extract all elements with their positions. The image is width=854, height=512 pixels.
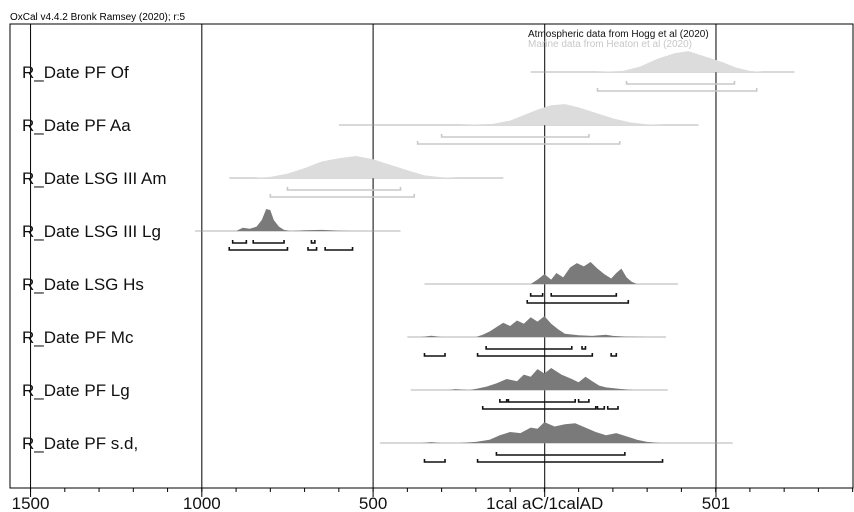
series-row-2: R_Date LSG III Am [22,156,504,198]
range-bracket-1-0-0 [440,134,590,138]
series-label-2: R_Date LSG III Am [22,169,167,188]
range-bracket-6-0-2 [577,399,590,403]
series-label-7: R_Date PF s.d, [22,434,138,453]
density-6 [410,368,668,390]
range-bracket-5-1-0 [423,353,446,357]
range-bracket-6-1-0 [481,406,597,410]
density-3 [195,209,401,231]
density-0 [530,51,795,72]
range-bracket-2-1-0 [269,194,416,198]
x-tick-label-3: 1cal aC/1calAD [486,494,603,512]
range-bracket-5-0-0 [485,346,573,350]
range-bracket-2-0-0 [286,187,402,191]
plot-frame [9,23,854,489]
x-tick-label-1: 1000 [183,494,221,512]
density-1 [338,104,699,125]
range-bracket-0-0-0 [625,81,736,85]
density-4 [424,262,678,284]
oxcal-header: OxCal v4.4.2 Bronk Ramsey (2020); r:5 [10,12,186,23]
x-tick-label-4: 501 [702,494,730,512]
series-row-7: R_Date PF s.d, [22,422,733,463]
series-row-5: R_Date PF Mc [22,316,666,357]
range-bracket-3-0-1 [252,240,285,244]
range-bracket-3-1-0 [228,247,289,251]
density-7 [379,422,733,443]
x-tick-label-2: 500 [359,494,387,512]
range-bracket-4-1-0 [526,300,630,304]
legend-marine: Marine data from Heaton et al (2020) [528,39,692,50]
range-bracket-7-1-0 [423,459,446,463]
range-bracket-0-1-0 [596,88,758,92]
density-5 [407,316,666,337]
range-bracket-7-0-0 [495,452,626,456]
range-bracket-4-0-0 [529,293,544,297]
series-row-1: R_Date PF Aa [22,104,699,145]
range-bracket-3-0-2 [310,240,316,244]
range-bracket-6-0-1 [507,399,576,403]
series-group: R_Date PF Of R_Date PF Aa R_Date LSG III A… [22,51,795,463]
series-label-0: R_Date PF Of [22,63,129,82]
range-bracket-6-1-2 [606,406,619,410]
range-bracket-7-1-1 [476,459,664,463]
range-bracket-3-1-1 [307,247,318,251]
series-label-3: R_Date LSG III Lg [22,222,161,241]
tick-labels: 1500 1000 500 1cal aC/1calAD 501 [12,494,731,512]
range-bracket-1-1-0 [416,141,621,145]
series-label-6: R_Date PF Lg [22,381,130,400]
density-2 [229,156,504,178]
range-bracket-3-1-2 [324,247,354,251]
gridlines [30,24,717,497]
minor-ticks [30,488,854,492]
series-row-4: R_Date LSG Hs [22,262,678,304]
range-bracket-5-1-1 [476,353,594,357]
range-bracket-5-0-1 [581,346,587,350]
series-label-4: R_Date LSG Hs [22,275,144,294]
series-row-0: R_Date PF Of [22,51,795,92]
range-bracket-3-0-0 [231,240,248,244]
series-label-5: R_Date PF Mc [22,328,134,347]
range-bracket-5-1-2 [610,353,618,357]
range-bracket-6-0-0 [499,399,508,403]
x-tick-label-0: 1500 [12,494,50,512]
series-label-1: R_Date PF Aa [22,116,131,135]
range-bracket-4-0-1 [550,293,618,297]
series-row-3: R_Date LSG III Lg [22,209,401,251]
legend-atmospheric: Atmospheric data from Hogg et al (2020) [528,29,709,40]
series-row-6: R_Date PF Lg [22,368,668,410]
range-bracket-6-1-1 [596,406,606,410]
